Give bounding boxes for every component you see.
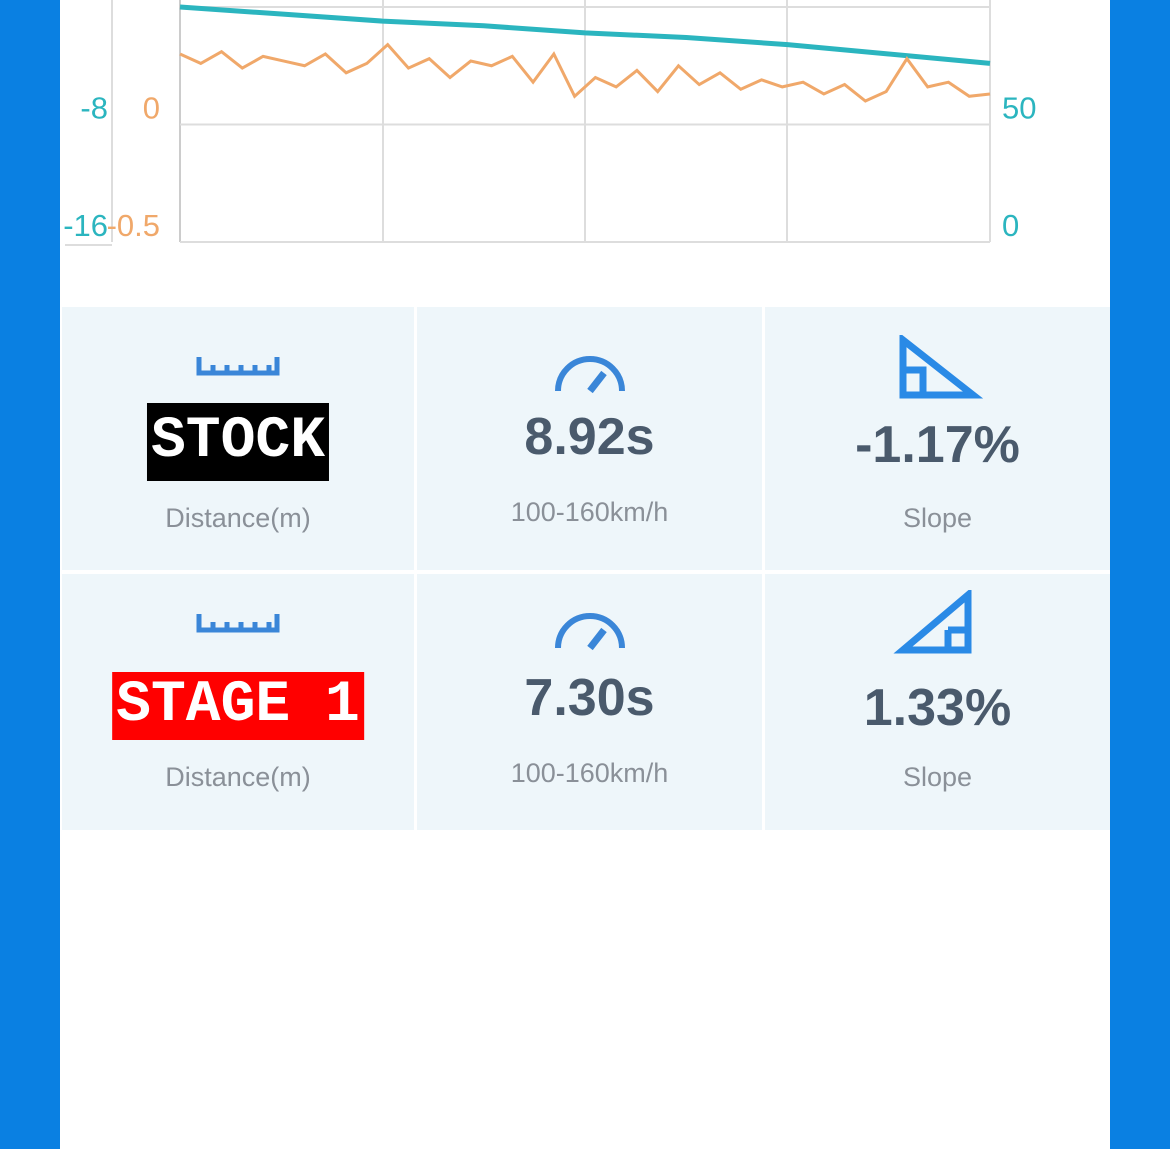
ruler-icon (196, 614, 280, 633)
badge: STOCK (146, 403, 330, 481)
tick-label: 0 (143, 91, 160, 126)
caption: Slope (902, 762, 973, 792)
slope-value: -1.17% (855, 416, 1020, 474)
gauge-icon (554, 613, 625, 651)
tick-label: -0.5 (107, 208, 160, 243)
series-line (179, 4, 991, 66)
time-value: 7.30s (524, 669, 655, 727)
cell: 7.30s 100-160km/h (417, 574, 762, 830)
tick-label: 50 (1002, 91, 1036, 126)
cell: -1.17% Slope (765, 307, 1110, 570)
gauge-icon (554, 356, 625, 394)
slope-icon (899, 335, 983, 399)
caption: Distance(m) (165, 762, 311, 792)
caption: Distance(m) (165, 503, 311, 533)
caption: 100-160km/h (510, 758, 669, 788)
time-value: 8.92s (524, 408, 655, 466)
tick-label: -8 (80, 91, 108, 126)
cell: STOCK Distance(m) (62, 307, 414, 570)
chart: -16 -8 -0.5 0 0 50 (63, 0, 1036, 246)
cell: STAGE 1 Distance(m) (62, 574, 414, 830)
series-line (179, 42, 991, 103)
cell: 1.33% Slope (765, 574, 1110, 830)
slope-icon (892, 590, 971, 654)
tick-label: 0 (1002, 208, 1019, 243)
tick-label: -16 (63, 208, 108, 243)
badge: STAGE 1 (112, 672, 364, 740)
caption: 100-160km/h (510, 497, 669, 527)
slope-value: 1.33% (863, 679, 1012, 737)
ruler-icon (196, 357, 280, 376)
caption: Slope (902, 503, 973, 533)
cell: 8.92s 100-160km/h (417, 307, 762, 570)
